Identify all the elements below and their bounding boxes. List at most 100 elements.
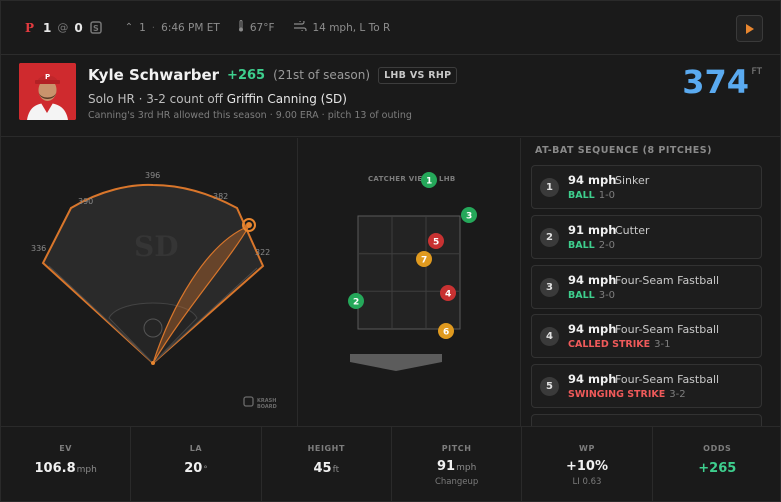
pitch-type: Four-Seam Fastball: [615, 323, 720, 336]
pitch-card[interactable]: 1 94 mph Sinker BALL 1-0: [531, 165, 762, 209]
stat-subtext: LI 0.63: [572, 477, 602, 487]
distance-label: 382: [213, 192, 228, 201]
distance-unit: FT: [751, 67, 762, 77]
svg-text:P: P: [45, 73, 50, 81]
svg-text:BOARD: BOARD: [257, 404, 277, 410]
player-avatar: P: [19, 63, 76, 120]
play-button[interactable]: [736, 15, 763, 42]
season-hr-count: (21st of season): [273, 68, 371, 82]
pitch-speed: 91 mph: [568, 223, 617, 237]
pitcher-note: Canning's 3rd HR allowed this season · 9…: [88, 110, 412, 121]
stat-pitch: PITCH 91mph Changeup: [392, 427, 523, 502]
stat-label: LA: [189, 444, 203, 453]
pitcher-name[interactable]: Griffin Canning (SD): [226, 92, 347, 106]
stat-label: WP: [579, 444, 595, 453]
strike-zone-box: [357, 215, 461, 330]
svg-text:3: 3: [466, 212, 472, 222]
inning-up-icon: ⌃: [124, 22, 134, 33]
pitch-number: 1: [540, 178, 559, 197]
pitch-marker[interactable]: 6: [438, 323, 454, 339]
pitch-count: 3-2: [669, 389, 686, 400]
pitch-card-partial[interactable]: [531, 414, 762, 426]
stat-unit: ft: [332, 465, 340, 475]
pitch-result: BALL 1-0: [568, 190, 616, 201]
pitch-marker[interactable]: 5: [428, 233, 444, 249]
pitch-marker[interactable]: 3: [461, 207, 477, 223]
padres-logo-icon: S: [89, 21, 103, 35]
zone-title: CATCHER VIEW · LHB: [368, 175, 456, 183]
count-text: · 3-2 count off: [134, 92, 227, 106]
pitch-speed: 94 mph: [568, 322, 617, 336]
stat-label: EV: [59, 444, 73, 453]
svg-text:P: P: [25, 21, 34, 34]
pitch-count: 1-0: [598, 190, 616, 201]
pitch-count: 3-0: [598, 290, 616, 301]
pitch-result: BALL 3-0: [568, 290, 616, 301]
game-time: 6:46 PM ET: [161, 21, 220, 34]
hit-distance: 374: [682, 63, 749, 101]
game-status-bar: P 1 @ 0 S ⌃ 1 · 6:46 PM ET 67°F 14 mph, …: [1, 1, 781, 55]
pitch-result: CALLED STRIKE 3-1: [568, 339, 671, 350]
play-icon: [745, 23, 754, 34]
field-diagram: SD 336 390 396 382 322 KRASH BOARD: [31, 171, 277, 410]
stat-unit: mph: [456, 463, 477, 473]
pitcher-mound: [143, 318, 163, 338]
pitch-speed: 94 mph: [568, 273, 617, 287]
pitch-marker[interactable]: 2: [348, 293, 364, 309]
home-plate-dot: [151, 361, 155, 365]
svg-text:SD: SD: [134, 230, 179, 263]
svg-text:4: 4: [445, 290, 451, 300]
wind-info: 14 mph, L To R: [312, 21, 391, 34]
matchup-badge: LHB VS RHP: [378, 66, 458, 84]
sequence-title: AT-BAT SEQUENCE (8 PITCHES): [535, 145, 712, 156]
pitch-type: Four-Seam Fastball: [615, 274, 720, 287]
stat-value: 45: [313, 461, 332, 476]
thermometer-icon: [238, 20, 244, 35]
stat-value: 106.8: [34, 461, 76, 476]
pitch-result: BALL 2-0: [568, 240, 616, 251]
inning-number: 1: [139, 21, 146, 34]
stat-unit: mph: [76, 465, 97, 475]
stat-subtext: Changeup: [434, 477, 479, 487]
pitch-marker[interactable]: 1: [421, 172, 437, 188]
pitch-card[interactable]: 3 94 mph Four-Seam Fastball BALL 3-0: [531, 265, 762, 309]
stat-exit-velocity: EV 106.8mph: [1, 427, 132, 502]
temperature: 67°F: [249, 21, 275, 34]
player-name[interactable]: Kyle Schwarber: [88, 66, 220, 84]
pitch-card[interactable]: 2 91 mph Cutter BALL 2-0: [531, 215, 762, 259]
pitch-speed: 94 mph: [568, 173, 617, 187]
svg-text:1: 1: [426, 177, 432, 187]
krash-logo-icon: [243, 396, 254, 407]
stat-win-probability: WP +10% LI 0.63: [522, 427, 653, 502]
pitch-marker[interactable]: 4: [440, 285, 456, 301]
at-bat-sequence-panel: AT-BAT SEQUENCE (8 PITCHES) 1 94 mph Sin…: [521, 138, 781, 426]
pitch-number: 3: [540, 278, 559, 297]
infield-shape: [108, 302, 198, 364]
svg-text:6: 6: [443, 328, 449, 338]
stat-odds: ODDS +265: [653, 427, 781, 502]
svg-text:5: 5: [433, 238, 439, 248]
distance-label: 322: [255, 248, 270, 257]
strike-zone-diagram: CATCHER VIEW · LHB 1 2 3 4 5 6 7: [348, 172, 477, 371]
home-score: 1: [43, 20, 52, 35]
pitch-number: 5: [540, 377, 559, 396]
spray-chart-panel: SD 336 390 396 382 322 KRASH BOARD: [1, 138, 298, 426]
distance-label: 390: [78, 197, 93, 206]
svg-text:S: S: [93, 24, 99, 33]
home-plate-shape: [350, 354, 442, 371]
strike-zone-panel: CATCHER VIEW · LHB 1 2 3 4 5 6 7: [298, 138, 521, 426]
stat-value: +10%: [565, 459, 608, 474]
stat-value: +265: [698, 461, 737, 476]
wind-icon: [293, 19, 307, 34]
stat-value: 20: [184, 461, 203, 476]
pitch-count: 3-1: [654, 339, 671, 350]
pitch-card[interactable]: 4 94 mph Four-Seam Fastball CALLED STRIK…: [531, 314, 762, 358]
pitch-result: SWINGING STRIKE 3-2: [568, 389, 686, 400]
event-type: Solo HR: [88, 92, 135, 106]
pitch-marker[interactable]: 7: [416, 251, 432, 267]
pitch-type: Cutter: [615, 224, 650, 237]
svg-text:7: 7: [421, 256, 427, 266]
pitch-card[interactable]: 5 94 mph Four-Seam Fastball SWINGING STR…: [531, 364, 762, 408]
pitch-speed: 94 mph: [568, 372, 617, 386]
pitch-number: 2: [540, 228, 559, 247]
